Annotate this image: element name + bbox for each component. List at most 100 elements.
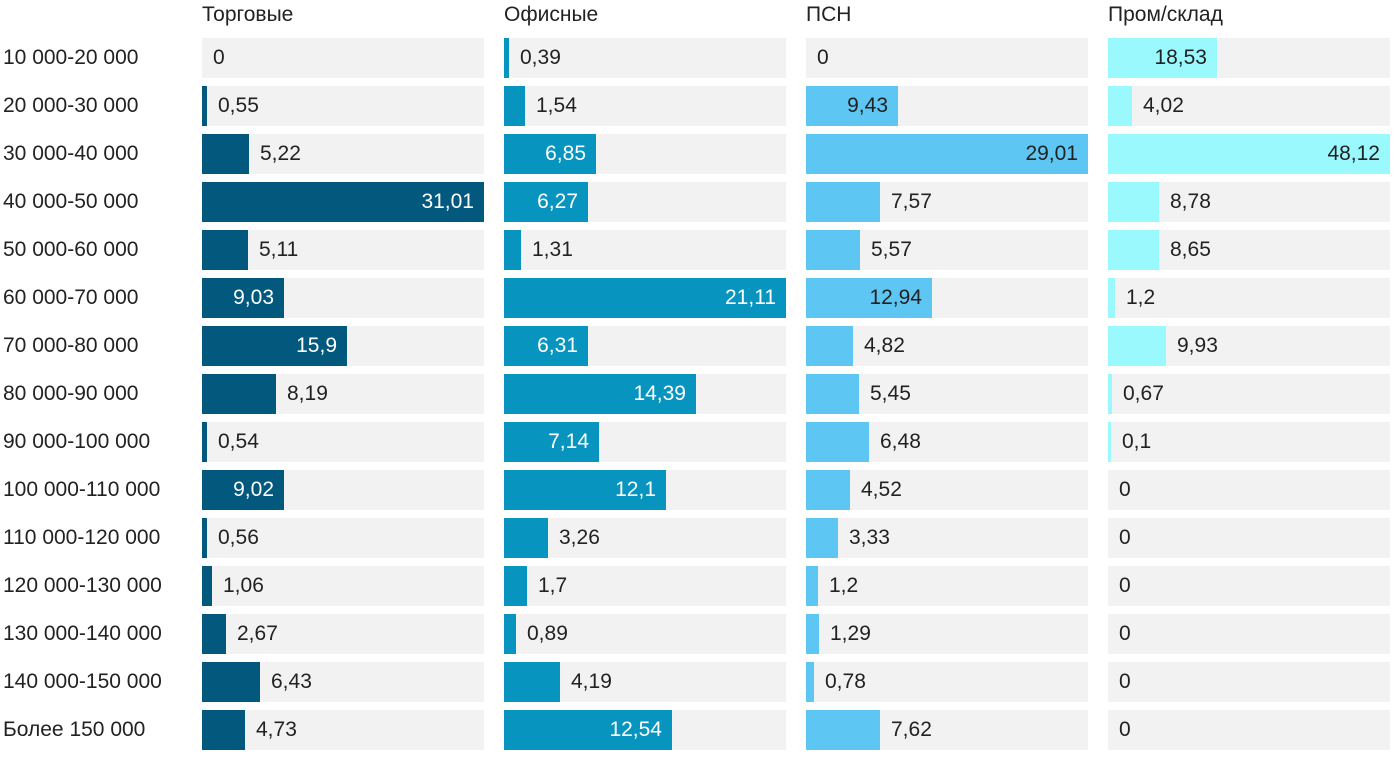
bar-track: 12,94 xyxy=(806,278,1088,318)
data-label: 6,43 xyxy=(271,670,312,693)
bar-track: 5,11 xyxy=(202,230,484,270)
bar xyxy=(1108,374,1112,414)
bar-track: 7,57 xyxy=(806,182,1088,222)
bar xyxy=(202,182,484,222)
bar-track: 0 xyxy=(202,38,484,78)
bar-track: 0 xyxy=(1108,614,1390,654)
bar-track: 9,43 xyxy=(806,86,1088,126)
bar-track: 4,52 xyxy=(806,470,1088,510)
category-label: 20 000-30 000 xyxy=(3,94,139,117)
bar xyxy=(806,422,869,462)
bar xyxy=(806,614,819,654)
data-label: 0 xyxy=(1119,478,1131,501)
data-label: 7,14 xyxy=(548,430,589,453)
data-label: 0 xyxy=(817,46,829,69)
bar-track: 0,55 xyxy=(202,86,484,126)
data-label: 0,54 xyxy=(218,430,259,453)
bar xyxy=(202,134,249,174)
data-label: 14,39 xyxy=(633,382,686,405)
data-label: 0 xyxy=(1119,526,1131,549)
data-label: 1,2 xyxy=(829,574,859,597)
bar-track: 8,65 xyxy=(1108,230,1390,270)
series-title: ПСН xyxy=(806,3,852,26)
bar xyxy=(504,422,599,462)
bar-track: 0,78 xyxy=(806,662,1088,702)
bar-track: 6,48 xyxy=(806,422,1088,462)
bar-track: 9,03 xyxy=(202,278,484,318)
data-label: 6,48 xyxy=(880,430,921,453)
bar xyxy=(202,662,260,702)
data-label: 0 xyxy=(1119,718,1131,741)
bar-track: 48,12 xyxy=(1108,134,1390,174)
bar xyxy=(504,710,672,750)
bar-track: 1,7 xyxy=(504,566,786,606)
bar xyxy=(202,326,347,366)
category-label: 50 000-60 000 xyxy=(3,238,139,261)
data-label: 1,2 xyxy=(1126,286,1156,309)
data-label: 18,53 xyxy=(1154,46,1207,69)
bar-track: 0,39 xyxy=(504,38,786,78)
data-label: 3,33 xyxy=(849,526,890,549)
data-label: 5,45 xyxy=(870,382,911,405)
bar-track: 0 xyxy=(806,38,1088,78)
bar xyxy=(504,662,560,702)
bar xyxy=(202,422,207,462)
bar-track: 1,31 xyxy=(504,230,786,270)
data-label: 0,39 xyxy=(520,46,561,69)
category-label: 130 000-140 000 xyxy=(3,622,162,645)
bar xyxy=(504,518,548,558)
data-label: 7,57 xyxy=(891,190,932,213)
bar-track: 6,31 xyxy=(504,326,786,366)
bar-track: 3,26 xyxy=(504,518,786,558)
bar xyxy=(806,86,898,126)
bar xyxy=(202,278,284,318)
bar xyxy=(1108,230,1159,270)
bar-track: 4,19 xyxy=(504,662,786,702)
data-label: 8,78 xyxy=(1170,190,1211,213)
bar xyxy=(806,710,880,750)
bar-track: 8,19 xyxy=(202,374,484,414)
bar xyxy=(1108,326,1166,366)
bar-track: 0 xyxy=(1108,470,1390,510)
data-label: 9,03 xyxy=(233,286,274,309)
bar xyxy=(806,566,818,606)
bar-track: 5,45 xyxy=(806,374,1088,414)
bar-track: 1,06 xyxy=(202,566,484,606)
bar-track: 5,57 xyxy=(806,230,1088,270)
bar-track: 0 xyxy=(1108,710,1390,750)
series-title: Торговые xyxy=(202,3,294,26)
bar xyxy=(504,86,525,126)
bar xyxy=(202,230,248,270)
data-label: 0 xyxy=(213,46,225,69)
data-label: 9,43 xyxy=(847,94,888,117)
category-label: 40 000-50 000 xyxy=(3,190,139,213)
bar xyxy=(504,38,509,78)
data-label: 1,54 xyxy=(536,94,577,117)
series-title: Пром/склад xyxy=(1108,3,1223,26)
bar xyxy=(202,614,226,654)
bar xyxy=(806,326,853,366)
data-label: 8,65 xyxy=(1170,238,1211,261)
category-label: 80 000-90 000 xyxy=(3,382,139,405)
category-label: 140 000-150 000 xyxy=(3,670,162,693)
bar xyxy=(1108,86,1132,126)
bar xyxy=(504,134,596,174)
data-label: 6,85 xyxy=(545,142,586,165)
bar-track: 6,85 xyxy=(504,134,786,174)
data-label: 9,02 xyxy=(233,478,274,501)
bar-track: 0,56 xyxy=(202,518,484,558)
data-label: 1,31 xyxy=(532,238,573,261)
bar-track: 21,11 xyxy=(504,278,786,318)
bar-track: 9,93 xyxy=(1108,326,1390,366)
data-label: 4,02 xyxy=(1143,94,1184,117)
data-label: 5,11 xyxy=(259,238,299,261)
bar-track: 12,54 xyxy=(504,710,786,750)
bar xyxy=(504,326,588,366)
data-label: 4,19 xyxy=(571,670,612,693)
data-label: 12,54 xyxy=(609,718,662,741)
bar-track: 1,29 xyxy=(806,614,1088,654)
bar xyxy=(504,374,696,414)
bar-track: 4,82 xyxy=(806,326,1088,366)
bar xyxy=(504,278,786,318)
bar xyxy=(806,182,880,222)
